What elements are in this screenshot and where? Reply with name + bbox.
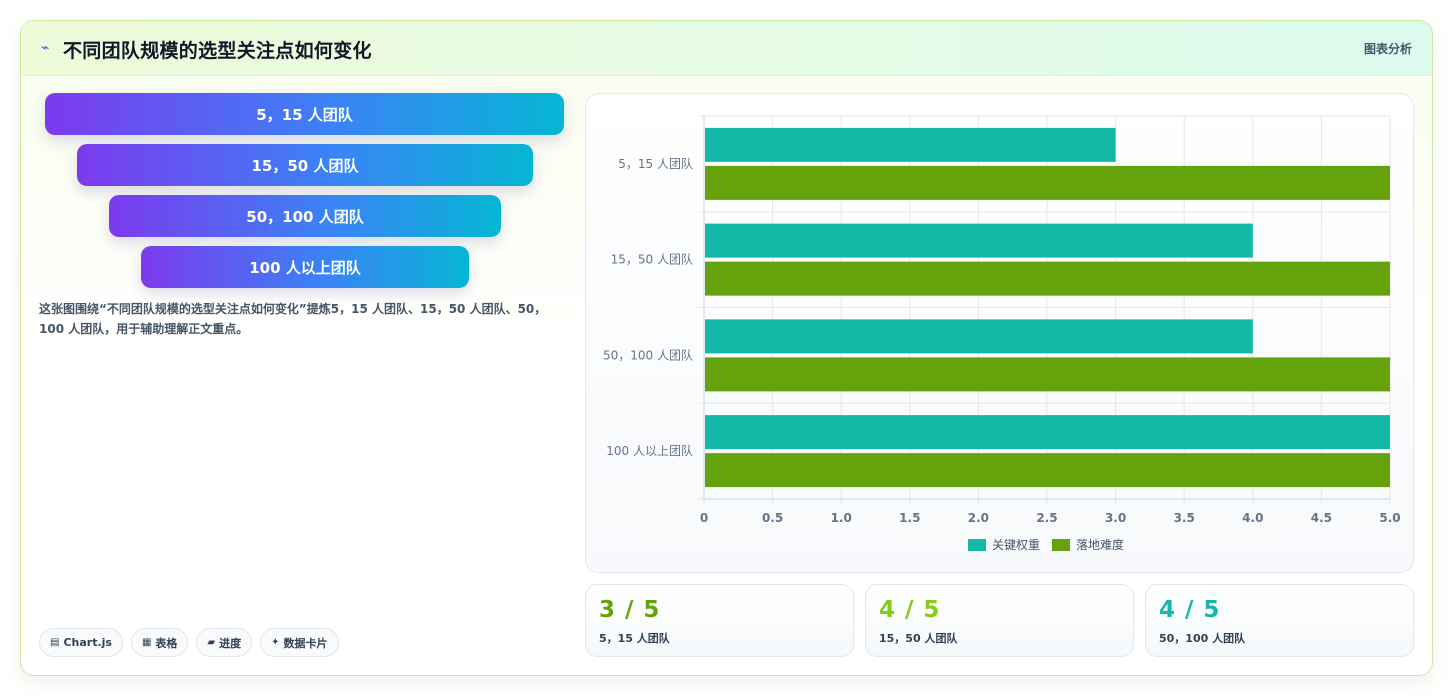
data-card-icon: ✦	[271, 637, 280, 648]
y-tick-label: 100 人以上团队	[606, 443, 693, 458]
stat-card-2: 4 / 5 15，50 人团队	[865, 584, 1134, 657]
chart-panel: 0 0.5 1.0 1.5 2.0 2.5 3.0 3.5 4.0 4.5 5.0 5，15 人团队 1…	[585, 93, 1414, 573]
legend-swatch	[968, 539, 986, 551]
x-tick-label: 3.5	[1174, 511, 1195, 525]
funnel-step-label: 5，15 人团队	[256, 105, 353, 124]
bar-difficulty	[705, 261, 1390, 296]
stat-label: 15，50 人团队	[879, 632, 958, 645]
x-tick-label: 0	[700, 511, 708, 525]
funnel-step-label: 15，50 人团队	[251, 156, 359, 175]
funnel-step-3: 50，100 人团队	[109, 195, 501, 237]
stat-value: 4 / 5	[879, 597, 941, 623]
x-tick-label: 1.0	[831, 511, 852, 525]
x-tick-label: 1.5	[899, 511, 920, 525]
stat-label: 5，15 人团队	[599, 632, 670, 645]
x-tick-label: 2.5	[1036, 511, 1057, 525]
x-tick-label: 2.0	[968, 511, 989, 525]
chip-label: 数据卡片	[283, 636, 328, 650]
bar-key-weight	[705, 415, 1390, 450]
stat-card-1: 3 / 5 5，15 人团队	[585, 584, 854, 657]
page-title: 不同团队规模的选型关注点如何变化	[63, 40, 372, 62]
x-tick-label: 4.5	[1311, 511, 1332, 525]
legend-swatch	[1052, 539, 1070, 551]
chart-icon: ▤	[50, 637, 60, 648]
y-tick-label: 5，15 人团队	[618, 156, 693, 171]
progress-icon: ▰	[207, 637, 216, 648]
stat-card-3: 4 / 5 50，100 人团队	[1145, 584, 1414, 657]
chip-table[interactable]: ▦ 表格	[130, 628, 189, 657]
stat-value: 4 / 5	[1159, 597, 1221, 623]
bar-key-weight	[705, 223, 1253, 258]
funnel-step-label: 100 人以上团队	[249, 258, 361, 277]
stat-value: 3 / 5	[599, 597, 661, 623]
analysis-card: ⌁ 不同团队规模的选型关注点如何变化 图表分析 5，15 人团队 15，50 人…	[20, 20, 1433, 676]
tech-chips: ▤ Chart.js ▦ 表格 ▰ 进度 ✦ 数据卡片	[39, 628, 339, 657]
x-tick-label: 3.0	[1105, 511, 1126, 525]
chip-label: 进度	[219, 636, 242, 650]
y-tick-label: 15，50 人团队	[611, 252, 693, 267]
sparkle-icon: ⌁	[41, 40, 50, 56]
legend-label: 落地难度	[1076, 537, 1124, 552]
chip-data-card[interactable]: ✦ 数据卡片	[260, 628, 339, 657]
legend-label: 关键权重	[992, 538, 1040, 552]
bar-difficulty	[705, 453, 1390, 488]
chip-progress[interactable]: ▰ 进度	[196, 628, 253, 657]
funnel-step-4: 100 人以上团队	[141, 246, 469, 288]
table-icon: ▦	[141, 637, 152, 648]
bar-difficulty	[705, 357, 1390, 392]
funnel-step-1: 5，15 人团队	[45, 93, 564, 135]
x-tick-label: 4.0	[1242, 511, 1263, 525]
funnel-step-2: 15，50 人团队	[77, 144, 533, 186]
chip-label: 表格	[155, 636, 178, 650]
funnel-step-label: 50，100 人团队	[246, 207, 364, 226]
y-tick-label: 50，100 人团队	[603, 347, 693, 362]
x-tick-label: 5.0	[1379, 511, 1400, 525]
chart-analysis-tag: 图表分析	[1363, 42, 1412, 56]
chart-description: 这张图围绕“不同团队规模的选型关注点如何变化”提炼5，15 人团队、15，50 …	[39, 302, 547, 336]
stat-label: 50，100 人团队	[1159, 632, 1246, 645]
x-tick-label: 0.5	[762, 511, 783, 525]
card-header: ⌁ 不同团队规模的选型关注点如何变化 图表分析	[21, 21, 1432, 76]
bar-key-weight	[705, 127, 1116, 162]
bar-difficulty	[705, 165, 1390, 200]
chip-label: Chart.js	[63, 636, 112, 649]
chip-chartjs[interactable]: ▤ Chart.js	[39, 628, 123, 657]
bar-key-weight	[705, 319, 1253, 354]
bar-chart: 0 0.5 1.0 1.5 2.0 2.5 3.0 3.5 4.0 4.5 5.0 5，15 人团队 1…	[603, 115, 1401, 552]
